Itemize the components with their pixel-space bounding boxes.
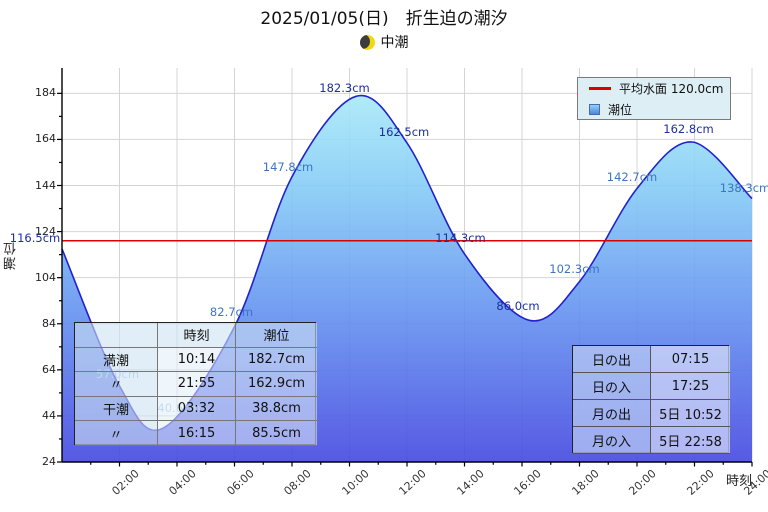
x-tick-label: 04:00 — [166, 467, 199, 498]
y-tick-label: 24 — [42, 455, 56, 468]
tide-table-time-cell: 16:15 — [158, 421, 236, 446]
x-tick-label: 20:00 — [626, 467, 659, 498]
sun-moon-value-cell: 07:15 — [651, 346, 730, 373]
sun-moon-value-cell: 5日 10:52 — [651, 400, 730, 427]
x-tick-label: 08:00 — [281, 467, 314, 498]
tide-level-annotation: 142.7cm — [606, 169, 658, 184]
legend-tide-label: 潮位 — [608, 102, 633, 117]
x-tick-label: 12:00 — [396, 467, 429, 498]
tide-level-annotation: 116.5cm — [9, 230, 61, 245]
y-tick-label: 184 — [35, 86, 56, 100]
legend: 平均水面 120.0cm 潮位 — [577, 77, 731, 120]
tide-level-annotation: 86.0cm — [496, 299, 540, 314]
x-axis-label: 時刻 — [726, 474, 753, 489]
tide-level-annotation: 162.8cm — [663, 122, 714, 137]
y-tick-label: 144 — [35, 178, 56, 192]
sun-moon-label-cell: 月の入 — [573, 427, 651, 454]
x-tick-label: 22:00 — [683, 467, 717, 498]
tide-table-level-cell: 85.5cm — [236, 421, 317, 446]
y-tick-label: 44 — [42, 408, 56, 422]
tide-level-annotation: 138.3cm — [719, 180, 768, 195]
moon-phase-icon — [359, 34, 375, 50]
x-tick-label: 02:00 — [108, 467, 142, 498]
y-tick-label: 64 — [42, 362, 56, 376]
tide-table-level-cell: 38.8cm — [236, 396, 317, 422]
sun-moon-label-cell: 日の入 — [573, 373, 651, 400]
y-tick-label: 84 — [42, 316, 56, 330]
tide-table-header-cell: 潮位 — [236, 323, 317, 348]
tide-level-annotation: 114.3cm — [435, 230, 486, 245]
tide-table-header-cell — [75, 323, 158, 348]
moon-shadow — [359, 34, 370, 49]
tide-table: 時刻 潮位満潮 10:14 182.7cm 〃 21:55 162.9cm 干潮 03:32 38… — [74, 322, 317, 446]
legend-tide-row: 潮位 — [589, 101, 730, 118]
tide-level-annotation: 82.7cm — [209, 304, 254, 319]
subtitle: 中潮 — [0, 32, 768, 52]
x-tick-label: 06:00 — [223, 467, 257, 498]
tide-table-type-cell: 干潮 — [75, 396, 158, 422]
tide-level-annotation: 102.3cm — [549, 261, 600, 276]
tide-table-level-cell: 162.9cm — [236, 372, 317, 397]
tide-table-type-cell: 〃 — [75, 421, 158, 446]
tide-table-header-cell: 時刻 — [158, 323, 236, 348]
tide-table-time-cell: 03:32 — [158, 396, 236, 422]
tide-table-level-cell: 182.7cm — [236, 347, 317, 373]
x-tick-label: 14:00 — [453, 467, 487, 498]
tide-type-label: 中潮 — [380, 35, 409, 51]
tide-level-annotation: 147.8cm — [262, 159, 314, 174]
y-tick-label: 164 — [35, 132, 56, 146]
sun-moon-table: 日の出 07:15 日の入 17:25 月の出 5日 10:52 月の入 5日 22:58 — [572, 345, 730, 454]
tide-marker-icon — [589, 103, 600, 115]
legend-mean-line-row: 平均水面 120.0cm — [589, 80, 730, 97]
tide-level-annotation: 162.5cm — [378, 124, 430, 139]
tide-table-time-cell: 10:14 — [158, 347, 236, 373]
mean-line-marker-icon — [589, 86, 611, 90]
sun-moon-label-cell: 日の出 — [573, 346, 651, 373]
legend-mean-line-label: 平均水面 120.0cm — [619, 81, 724, 96]
sun-moon-value-cell: 17:25 — [651, 373, 730, 400]
x-tick-label: 16:00 — [511, 467, 544, 498]
tide-table-type-cell: 満潮 — [75, 347, 158, 373]
tide-table-type-cell: 〃 — [75, 372, 158, 397]
sun-moon-label-cell: 月の出 — [573, 400, 651, 427]
sun-moon-value-cell: 5日 22:58 — [651, 427, 730, 454]
y-tick-label: 104 — [35, 270, 56, 284]
x-tick-label: 18:00 — [568, 467, 602, 498]
page-title: 2025/01/05(日) 折生迫の潮汐 — [260, 9, 508, 29]
x-tick-label: 10:00 — [338, 467, 372, 498]
y-tick-label: 124 — [35, 224, 56, 238]
tide-table-time-cell: 21:55 — [158, 372, 236, 397]
tide-level-annotation: 182.3cm — [319, 81, 370, 96]
